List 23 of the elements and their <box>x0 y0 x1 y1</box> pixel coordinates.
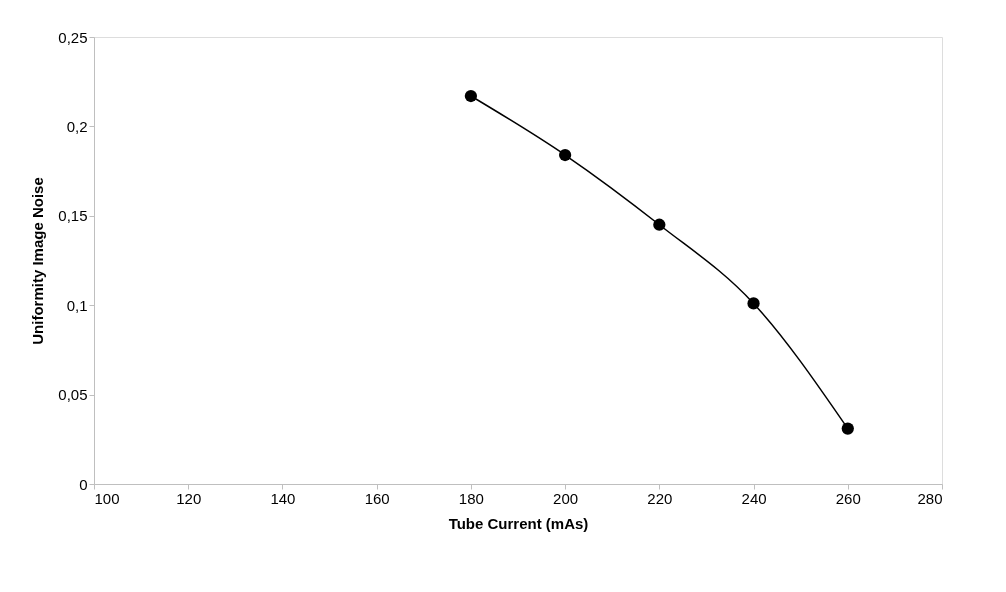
y-tick-label: 0,15 <box>58 207 88 225</box>
y-axis-title: Uniformity Image Noise <box>29 177 47 345</box>
point <box>841 422 854 435</box>
point <box>464 89 478 103</box>
x-tick-label: 100 <box>94 489 120 507</box>
x-tick-label: 220 <box>647 489 673 507</box>
x-tick-label: 280 <box>917 489 943 507</box>
y-tick-label: 0,1 <box>66 296 88 314</box>
y-tick-label: 0,25 <box>58 28 88 46</box>
y-tick-label: 0,05 <box>58 386 88 404</box>
x-axis-title: Tube Current (mAs) <box>448 514 589 532</box>
x-tick-label: 120 <box>176 489 202 507</box>
point <box>653 218 666 231</box>
x-tick-label: 240 <box>741 489 767 507</box>
point <box>747 297 760 310</box>
x-tick-label: 200 <box>553 489 579 507</box>
y-tick-label: 0,2 <box>66 117 88 135</box>
x-tick-label: 260 <box>835 489 861 507</box>
x-tick-label: 160 <box>364 489 390 507</box>
point <box>558 148 572 162</box>
x-tick-label: 180 <box>458 489 484 507</box>
x-tick-label: 140 <box>270 489 296 507</box>
y-tick-label: 0 <box>79 475 88 493</box>
